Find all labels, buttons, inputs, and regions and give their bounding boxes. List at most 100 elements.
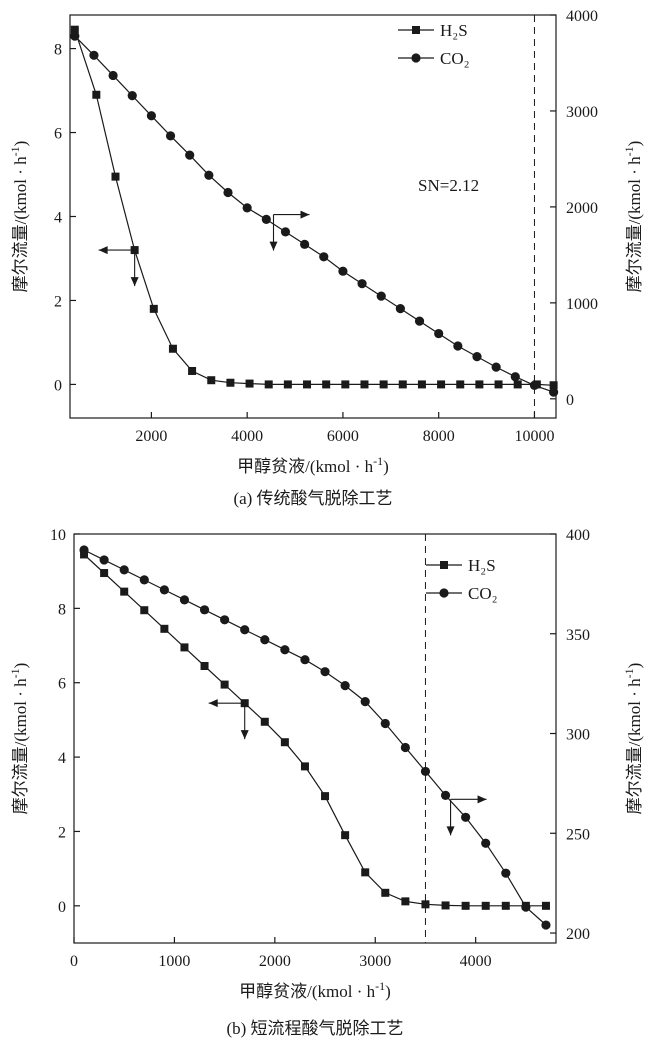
x-axis-label-text: 甲醇贫液/(kmol · h (237, 457, 373, 476)
h2s-data-point (283, 380, 292, 389)
x-tick-label: 4000 (231, 428, 263, 445)
co2-series-line (83, 549, 547, 926)
co2-data-point (89, 50, 99, 60)
co2-data-point (260, 635, 270, 645)
y-right-tick-label: 300 (566, 727, 590, 744)
h2s-data-point (494, 380, 503, 389)
h2s-data-point (441, 901, 450, 910)
y-left-tick-label: 4 (58, 750, 66, 767)
y-right-tick-label: 0 (566, 392, 574, 409)
h2s-data-point (401, 897, 410, 906)
h2s-data-point (92, 90, 101, 99)
plot-frame (73, 533, 557, 944)
x-tick-label: 1000 (158, 953, 190, 970)
h2s-data-point (417, 380, 426, 389)
x-axis-label: 甲醇贫液/(kmol · h-1) (239, 979, 391, 1001)
co2-data-point (280, 645, 290, 655)
h2s-data-point (541, 901, 550, 910)
co2-data-point (357, 279, 367, 289)
h2s-data-point (160, 624, 169, 633)
co2-data-point (99, 555, 109, 565)
h2s-data-point (280, 738, 289, 747)
y-right-label-sup: -1 (622, 668, 636, 678)
y-left-tick-label: 6 (58, 676, 66, 693)
h2s-data-point (481, 901, 490, 910)
legend-label: CO₂ (440, 49, 470, 68)
h2s-data-point (70, 25, 79, 34)
legend-circle-marker (439, 588, 449, 598)
x-axis-label-text: 甲醇贫液/(kmol · h (239, 982, 375, 1001)
co2-data-point (491, 362, 501, 372)
h2s-data-point (168, 344, 177, 353)
co2-data-point (440, 790, 451, 800)
x-tick-label: 6000 (327, 428, 359, 445)
h2s-data-point (381, 888, 390, 897)
h2s-data-point (120, 587, 129, 596)
x-tick-label: 3000 (359, 953, 391, 970)
y-right-label-sup: -1 (622, 146, 636, 156)
y-right-tick-label: 1000 (566, 296, 598, 313)
h2s-data-point (264, 380, 273, 389)
co2-data-point (510, 372, 520, 382)
h2s-data-point (260, 717, 269, 726)
h2s-data-point (188, 366, 197, 375)
arrow-head-icon (269, 241, 278, 251)
y-left-label-sup: -1 (8, 668, 22, 678)
co2-data-point (461, 812, 471, 822)
co2-data-point (549, 387, 559, 397)
co2-data-point (400, 742, 410, 753)
co2-data-point (521, 902, 531, 912)
y-right-tick-label: 350 (566, 627, 590, 644)
co2-data-point (300, 655, 310, 665)
h2s-data-point (341, 380, 350, 389)
y-left-tick-label: 10 (50, 527, 66, 544)
co2-data-point (70, 31, 80, 41)
legend-circle-marker (411, 53, 421, 63)
y-left-tick-label: 8 (54, 42, 62, 59)
co2-data-point (434, 328, 444, 339)
x-tick-label: 10000 (514, 428, 554, 445)
h2s-series-line (83, 554, 546, 907)
y-left-axis-label: 摩尔流量/(kmol · h-1) (8, 141, 30, 293)
co2-data-point (338, 266, 348, 276)
x-axis-label-close: ) (383, 457, 389, 476)
y-left-label-close: ) (11, 663, 30, 669)
h2s-data-point (360, 380, 369, 389)
co2-data-point (108, 70, 118, 81)
arrow-head-icon (208, 699, 218, 708)
co2-data-point (320, 667, 330, 677)
y-left-label-close: ) (11, 141, 30, 147)
h2s-data-point (220, 680, 229, 689)
y-right-tick-label: 400 (566, 527, 590, 544)
h2s-data-point (245, 379, 254, 388)
h2s-data-point (421, 900, 430, 909)
h2s-data-point (140, 606, 149, 615)
y-left-tick-label: 0 (58, 899, 66, 916)
chart-panel-a: 2000 4000 6000 8000 10000 0 2 4 6 8 0 1000 2000 3000 4… (8, 8, 644, 508)
co2-data-point (146, 111, 156, 121)
co2-data-point (420, 766, 431, 777)
y-left-tick-label: 0 (54, 377, 62, 394)
arrow-head-icon (240, 730, 249, 740)
arrow-head-icon (130, 277, 139, 287)
co2-data-point (453, 341, 463, 351)
co2-data-point (220, 615, 230, 625)
co2-data-point (165, 131, 176, 141)
co2-data-point (280, 227, 291, 237)
h2s-data-point (111, 172, 120, 181)
h2s-data-point (361, 868, 370, 877)
h2s-data-point (200, 661, 209, 670)
y-left-label-text: 摩尔流量/(kmol · h (11, 156, 30, 292)
x-tick-label: 0 (70, 953, 78, 970)
y-left-axis-label: 摩尔流量/(kmol · h-1) (8, 663, 30, 815)
y-left-label-text: 摩尔流量/(kmol · h (11, 678, 30, 814)
co2-series-line (74, 35, 554, 393)
h2s-data-point (226, 378, 235, 387)
h2s-series-line (74, 29, 554, 386)
y-left-label-sup: -1 (8, 146, 22, 156)
co2-data-point (139, 575, 149, 585)
y-left-tick-label: 2 (54, 293, 62, 310)
y-right-label-text: 摩尔流量/(kmol · h (625, 156, 644, 292)
co2-data-point (79, 545, 89, 555)
legend-square-marker (440, 561, 448, 569)
